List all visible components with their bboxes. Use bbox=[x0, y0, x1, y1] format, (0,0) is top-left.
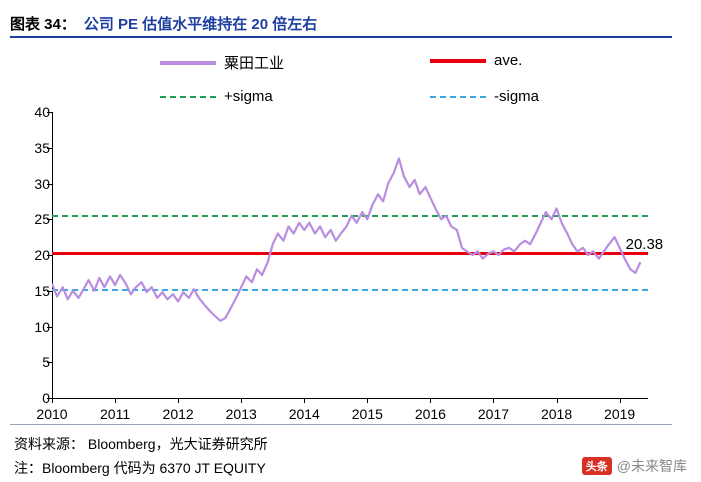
y-tick-label: 10 bbox=[34, 318, 50, 335]
y-tick-mark bbox=[47, 362, 52, 364]
x-tick-label: 2012 bbox=[162, 406, 194, 422]
watermark-text: @未来智库 bbox=[616, 458, 687, 474]
x-tick-label: 2017 bbox=[477, 406, 510, 422]
legend-swatch-plus-sigma bbox=[160, 95, 216, 98]
legend-swatch-kurita bbox=[160, 60, 216, 65]
series-plot bbox=[52, 157, 642, 322]
footer-divider bbox=[10, 424, 672, 425]
x-axis bbox=[52, 398, 648, 399]
legend-item-plus-sigma: +sigma bbox=[160, 88, 273, 105]
x-tick-mark bbox=[493, 398, 495, 403]
x-tick-label: 2019 bbox=[604, 406, 636, 422]
legend-label-plus-sigma: +sigma bbox=[224, 88, 273, 105]
x-tick-mark bbox=[52, 398, 53, 403]
y-tick-label: 0 bbox=[22, 390, 50, 406]
reference-line-plus-sigma bbox=[52, 214, 648, 217]
y-tick-label: 40 bbox=[34, 104, 50, 120]
series-line bbox=[52, 157, 642, 322]
x-tick-label: 2015 bbox=[351, 406, 383, 422]
x-tick-mark bbox=[178, 398, 180, 403]
y-tick-mark bbox=[47, 255, 52, 256]
figure-label: 图表 34： bbox=[10, 15, 76, 33]
legend-swatch-minus-sigma bbox=[430, 95, 486, 98]
x-tick-mark bbox=[304, 398, 306, 403]
y-tick-mark bbox=[47, 183, 52, 185]
x-tick-label: 2018 bbox=[540, 406, 573, 422]
source-note: 资料来源： Bloomberg，光大证券研究所 bbox=[14, 436, 268, 452]
x-tick-mark bbox=[619, 398, 621, 403]
legend-label-minus-sigma: -sigma bbox=[494, 88, 540, 105]
plot-area: 0510152025303540201020112012201320142015… bbox=[34, 104, 663, 422]
page-title: 公司 PE 估值水平维持在 20 倍左右 bbox=[83, 15, 318, 33]
y-tick-mark bbox=[47, 112, 52, 113]
watermark-badge: 头条 bbox=[581, 457, 612, 475]
y-tick-label: 35 bbox=[34, 139, 50, 156]
legend-label-kurita: 粟田工业 bbox=[224, 55, 285, 72]
x-tick-mark bbox=[115, 398, 117, 403]
chart-legend: 粟田工业 ave. +sigma -sigma bbox=[150, 46, 620, 108]
legend-label-average: ave. bbox=[494, 52, 523, 69]
value-annotation: 20.38 bbox=[625, 236, 664, 254]
y-tick-label: 25 bbox=[34, 211, 50, 228]
x-tick-label: 2011 bbox=[100, 406, 131, 422]
legend-item-kurita: 粟田工业 bbox=[160, 52, 284, 73]
bloomberg-note: 注：Bloomberg 代码为 6370 JT EQUITY bbox=[14, 460, 266, 476]
watermark: 头条 @未来智库 bbox=[581, 456, 687, 476]
y-tick-mark bbox=[47, 219, 52, 221]
x-tick-mark bbox=[367, 398, 369, 403]
x-tick-label: 2010 bbox=[36, 406, 68, 422]
x-tick-mark bbox=[241, 398, 243, 403]
legend-item-minus-sigma: -sigma bbox=[430, 88, 539, 105]
x-tick-label: 2016 bbox=[414, 406, 446, 422]
y-tick-label: 20 bbox=[34, 247, 50, 263]
legend-swatch-average bbox=[430, 58, 486, 63]
title-divider bbox=[10, 36, 672, 38]
y-tick-mark bbox=[47, 147, 52, 149]
y-tick-mark bbox=[47, 326, 52, 328]
y-tick-label: 30 bbox=[34, 175, 50, 192]
x-tick-mark bbox=[430, 398, 432, 403]
x-tick-label: 2014 bbox=[288, 406, 320, 422]
y-tick-label: 5 bbox=[22, 354, 50, 370]
y-tick-label: 15 bbox=[34, 282, 50, 299]
x-tick-label: 2013 bbox=[225, 406, 257, 422]
legend-item-average: ave. bbox=[430, 52, 522, 69]
y-tick-mark bbox=[47, 290, 52, 292]
y-tick-mark bbox=[47, 398, 52, 399]
x-tick-mark bbox=[556, 398, 558, 403]
reference-line-minus-sigma bbox=[52, 289, 648, 292]
figure-title-row: 图表 34： 公司 PE 估值水平维持在 20 倍左右 bbox=[10, 8, 670, 38]
reference-line-average bbox=[52, 252, 648, 256]
